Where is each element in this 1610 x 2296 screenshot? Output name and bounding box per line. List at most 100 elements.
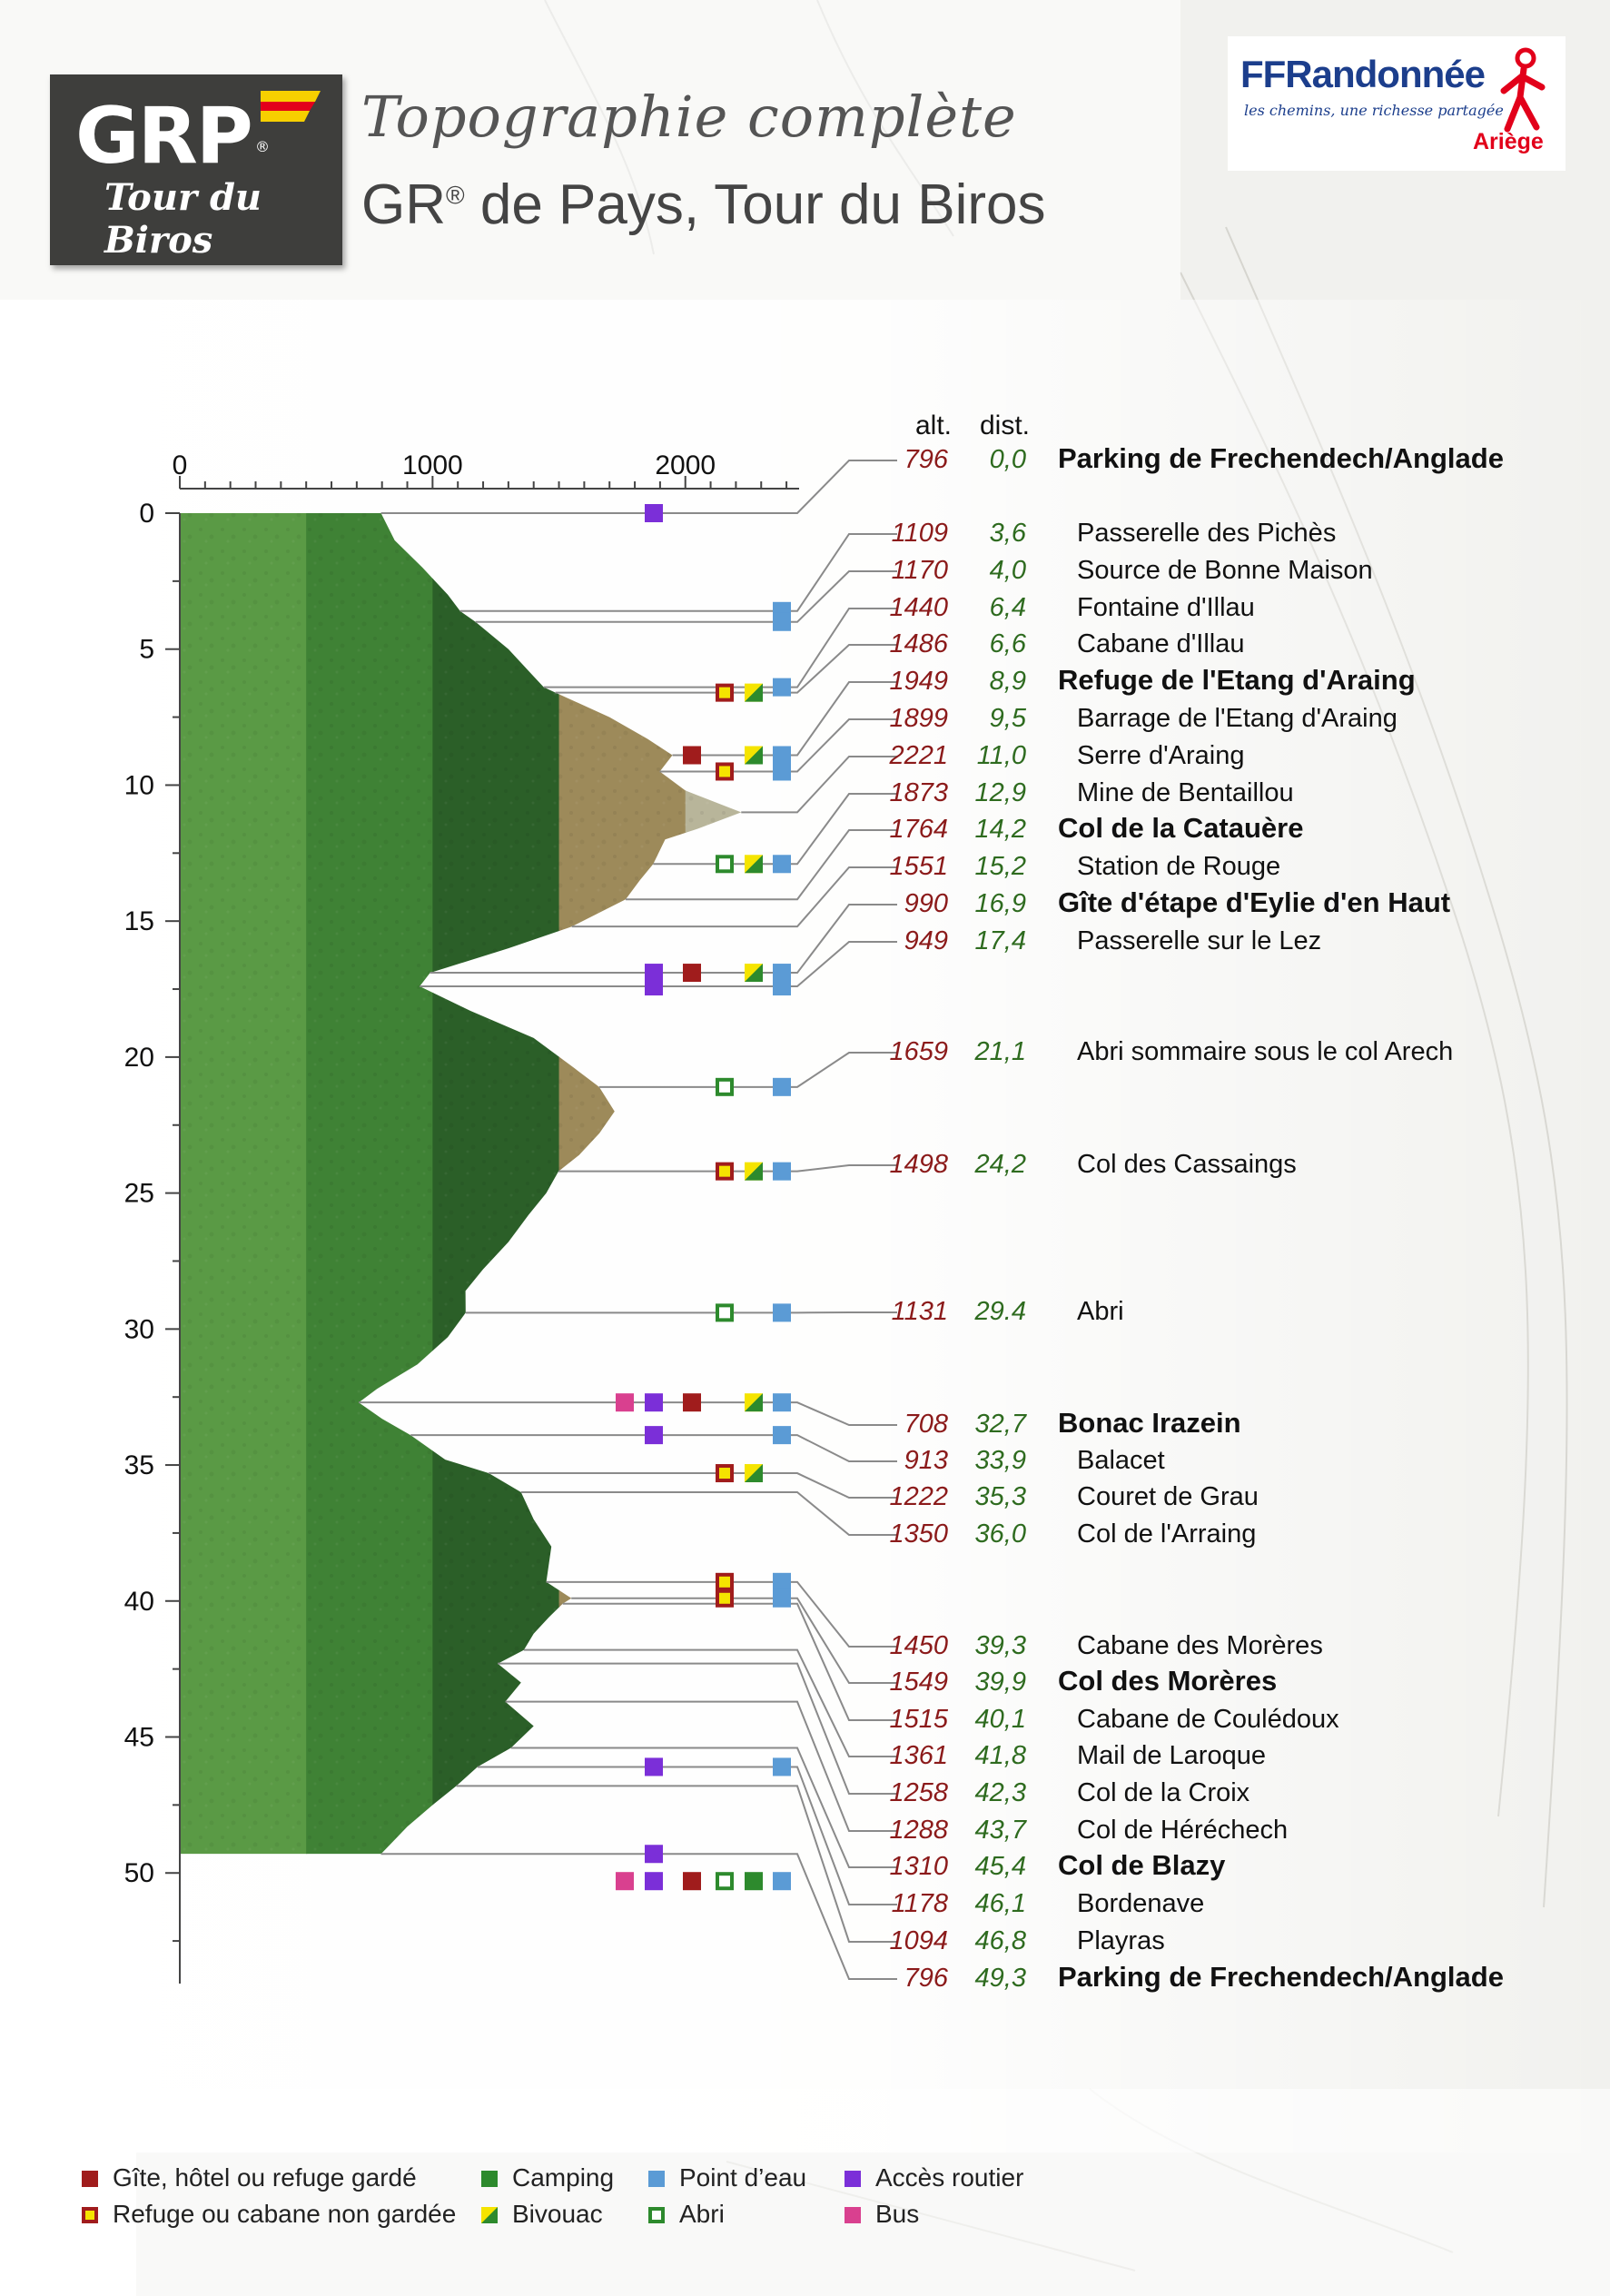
- gite-legend-icon: [82, 2171, 98, 2187]
- y-tick-label: 15: [124, 906, 154, 936]
- connector-line: [359, 1401, 897, 1426]
- legend-item-acces: Accès routier: [843, 2163, 1023, 2192]
- y-tick-label: 30: [124, 1314, 154, 1344]
- waypoint-distance: 29.4: [974, 1297, 1026, 1326]
- camping-icon: [745, 1872, 763, 1891]
- bivouac-icon-half: [745, 964, 763, 983]
- legend-label: Refuge ou cabane non gardée: [113, 2200, 457, 2228]
- connector-line: [672, 681, 897, 757]
- refuge-icon: [716, 762, 734, 781]
- legend-item-bivouac: Bivouac: [479, 2200, 603, 2229]
- waypoint-name: Col de la Croix: [1077, 1778, 1250, 1807]
- refuge-icon: [716, 1464, 734, 1483]
- hiker-icon: [1500, 47, 1546, 133]
- y-tick-label: 10: [124, 770, 154, 800]
- connector-line: [523, 1648, 897, 1757]
- gite-icon: [683, 964, 701, 983]
- title-rest: de Pays, Tour du Biros: [464, 173, 1046, 236]
- waypoint-distance: 0,0: [990, 445, 1026, 474]
- waypoint-altitude: 2221: [888, 741, 948, 770]
- waypoint-name: Parking de Frechendech/Anglade: [1058, 1961, 1504, 1993]
- waypoint-distance: 16,9: [975, 889, 1026, 918]
- connector-line: [456, 1785, 897, 1943]
- waypoint-altitude: 796: [904, 445, 949, 474]
- connector-line: [520, 1491, 897, 1536]
- road-access-icon: [645, 1393, 663, 1412]
- gite-icon: [683, 746, 701, 765]
- waypoint-name: Cabane d'Illau: [1077, 629, 1245, 658]
- connector-line: [477, 1766, 897, 1905]
- legend-label: Accès routier: [875, 2163, 1024, 2192]
- waypoint-altitude: 1350: [889, 1519, 948, 1549]
- legend-label: Bivouac: [512, 2200, 603, 2228]
- waypoint-altitude: 1178: [892, 1889, 948, 1918]
- gite-icon: [683, 1393, 701, 1412]
- waypoint-altitude: 1486: [889, 629, 948, 658]
- waypoint-distance: 43,7: [975, 1816, 1028, 1845]
- waypoint-altitude: 1450: [889, 1631, 948, 1660]
- ffrandonnee-logo: FFRandonnée les chemins, une richesse pa…: [1228, 36, 1566, 171]
- legend-label: Abri: [679, 2200, 725, 2228]
- road-access-icon: [645, 1757, 663, 1776]
- waypoint-name: Col de la Catauère: [1058, 812, 1303, 844]
- water-point-icon: [773, 1393, 791, 1412]
- connector-line: [505, 1700, 897, 1832]
- waypoint-distance: 32,7: [975, 1410, 1028, 1439]
- legend-item-camping: Camping: [479, 2163, 614, 2192]
- waypoint-distance: 21,1: [974, 1037, 1026, 1066]
- bivouac-icon-half: [745, 683, 763, 702]
- waypoint-distance: 46,1: [975, 1889, 1026, 1918]
- altitude-band-5: [685, 513, 742, 1855]
- connector-line: [510, 1747, 897, 1868]
- waypoint-altitude: 1361: [889, 1741, 948, 1770]
- waypoint-altitude: 1873: [889, 778, 948, 807]
- connector-line: [420, 941, 897, 988]
- water-point-icon: [773, 762, 791, 781]
- waypoint-table: alt. dist. 796 0,0 Parking de Frechendech/An…: [888, 411, 1503, 1993]
- waypoint-altitude: 1170: [892, 556, 948, 585]
- water-point-icon: [773, 977, 791, 996]
- waypoint-name: Balacet: [1077, 1446, 1165, 1475]
- waypoint-altitude: 990: [904, 889, 948, 918]
- connector-line: [741, 756, 897, 814]
- bivouac-icon-half: [745, 746, 763, 765]
- waypoint-name: Mail de Laroque: [1077, 1741, 1266, 1770]
- waypoint-distance: 6,6: [990, 629, 1027, 658]
- x-tick-label: 2000: [655, 450, 716, 480]
- x-tick-label: 0: [173, 450, 188, 480]
- waypoint-distance: 41,8: [975, 1741, 1026, 1770]
- y-tick-label: 20: [124, 1043, 154, 1073]
- water-point-icon: [773, 612, 791, 631]
- refuge-icon: [716, 1162, 734, 1181]
- page-title: GR® de Pays, Tour du Biros: [361, 173, 1046, 237]
- abri-icon: [716, 1872, 734, 1891]
- grp-logo-text: GRP: [75, 91, 253, 182]
- connector-line: [546, 1580, 897, 1648]
- waypoint-name: Col de Blazy: [1058, 1849, 1226, 1881]
- waypoint-name: Passerelle sur le Lez: [1077, 926, 1321, 955]
- bus-icon: [616, 1393, 634, 1412]
- waypoint-name: Barrage de l'Etang d'Araing: [1077, 704, 1398, 733]
- waypoint-altitude: 1551: [889, 852, 948, 881]
- waypoint-distance: 9,5: [990, 704, 1027, 733]
- camping-legend-icon: [481, 2171, 498, 2187]
- ffr-region: Ariège: [1473, 129, 1544, 154]
- waypoint-distance: 17,4: [975, 926, 1026, 955]
- legend-label: Point d’eau: [679, 2163, 807, 2192]
- waypoint-distance: 40,1: [975, 1705, 1026, 1734]
- connector-line: [562, 1602, 897, 1721]
- grp-logo-subtitle: Tour du Biros: [104, 176, 262, 262]
- abri-icon: [716, 1077, 734, 1096]
- column-header-dist: dist.: [980, 411, 1030, 440]
- bivouac-icon-half: [745, 1393, 763, 1412]
- y-tick-label: 45: [124, 1723, 154, 1753]
- abri-legend-icon: [648, 2207, 665, 2223]
- eau-legend-icon: [648, 2171, 665, 2187]
- connector-line: [459, 533, 897, 612]
- title-reg: ®: [446, 181, 465, 210]
- connector-line: [571, 1597, 897, 1684]
- connector-line: [626, 829, 897, 901]
- waypoint-altitude: 1288: [889, 1816, 948, 1845]
- connector-line: [430, 904, 897, 975]
- waypoint-distance: 33,9: [975, 1446, 1026, 1475]
